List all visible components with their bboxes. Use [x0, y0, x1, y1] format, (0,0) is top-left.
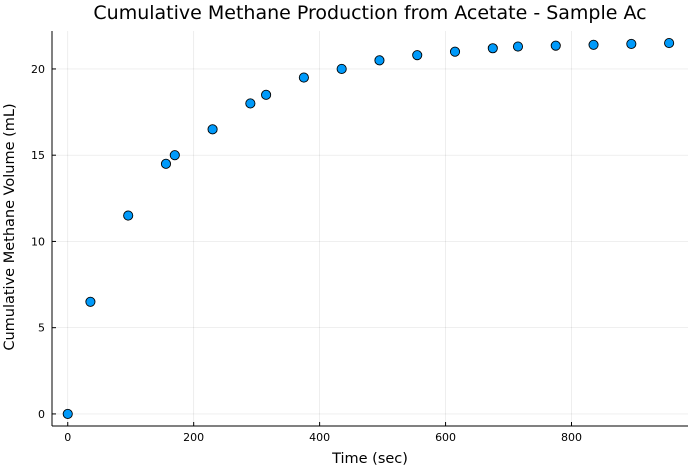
- x-tick-label: 600: [435, 431, 456, 444]
- axes: [51, 31, 688, 427]
- data-point: [512, 41, 524, 52]
- data-point: [298, 72, 309, 83]
- data-point: [245, 98, 256, 109]
- data-point: [207, 124, 218, 135]
- x-axis-label: Time (sec): [331, 451, 408, 467]
- chart-title: Cumulative Methane Production from Aceta…: [93, 2, 646, 24]
- data-point: [412, 50, 423, 61]
- x-tick-label: 800: [561, 431, 582, 444]
- data-point: [664, 38, 675, 49]
- y-tick-label: 0: [38, 408, 45, 421]
- data-point: [261, 89, 272, 100]
- data-point: [336, 63, 347, 74]
- data-point: [374, 55, 385, 66]
- data-point: [626, 38, 637, 49]
- data-point: [62, 408, 73, 419]
- data-point: [123, 210, 134, 221]
- data-point: [160, 158, 172, 169]
- data-point: [550, 40, 561, 51]
- y-axis-label: Cumulative Methane Volume (mL): [2, 103, 18, 350]
- y-tick-label: 5: [38, 322, 45, 335]
- y-tick-label: 15: [31, 149, 45, 162]
- grid: [52, 31, 688, 426]
- y-tick-label: 10: [31, 235, 45, 248]
- x-tick-label: 400: [309, 431, 330, 444]
- data-points: [62, 38, 675, 419]
- ticks: 0 200 400 600 800 0 5 10 15 20: [31, 63, 582, 444]
- data-point: [85, 296, 96, 307]
- x-tick-label: 200: [183, 431, 204, 444]
- data-point: [487, 43, 498, 54]
- x-tick-label: 0: [64, 431, 71, 444]
- data-point: [449, 46, 461, 57]
- data-point: [169, 150, 180, 161]
- data-point: [588, 39, 599, 50]
- y-tick-label: 20: [31, 63, 45, 76]
